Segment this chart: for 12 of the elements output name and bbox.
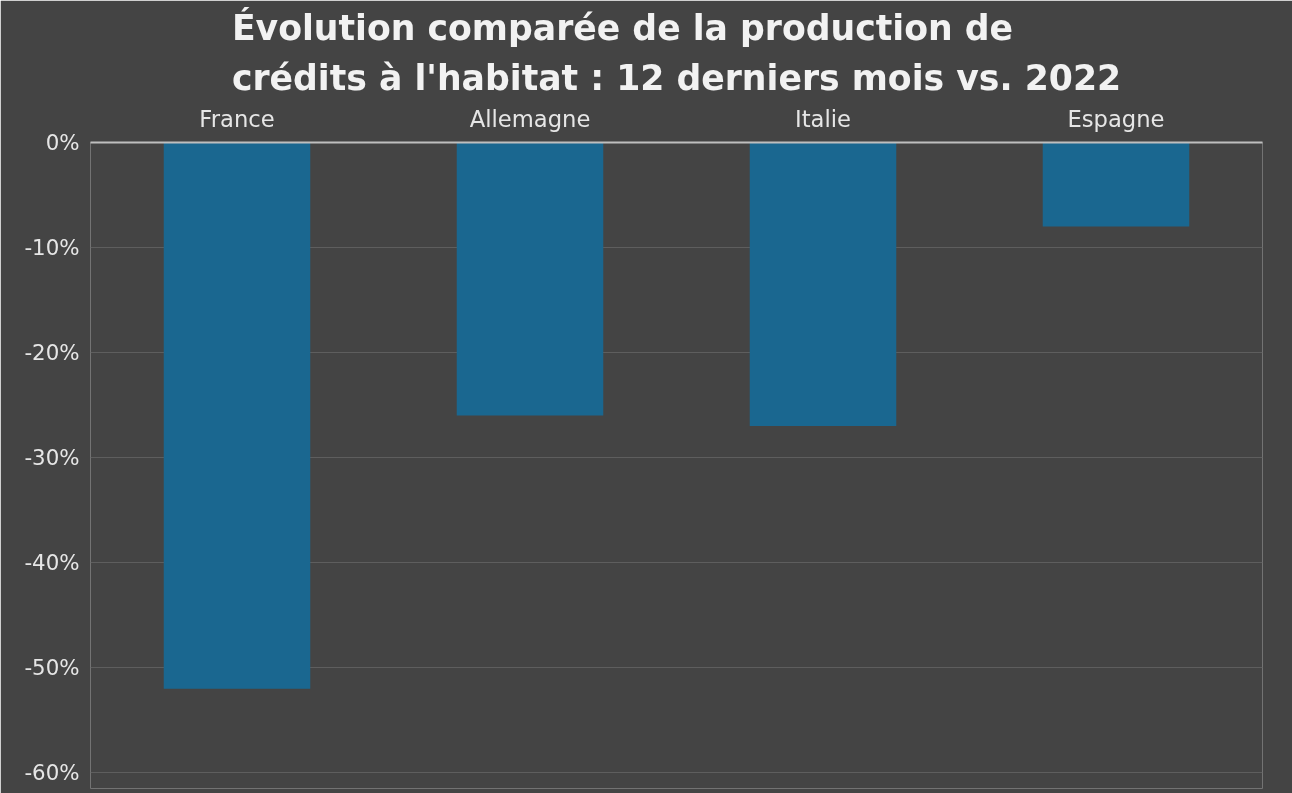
- y-tick-label: -20%: [24, 340, 80, 366]
- x-tick-label: Espagne: [1067, 105, 1165, 132]
- x-tick-label: France: [199, 105, 275, 132]
- y-tick-label: -50%: [24, 655, 80, 681]
- y-tick-label: 0%: [45, 130, 80, 155]
- y-tick-label: -10%: [24, 235, 80, 261]
- y-tick-label: -60%: [24, 760, 80, 786]
- x-tick-label: Allemagne: [469, 105, 591, 132]
- x-tick-label: Italie: [795, 105, 851, 132]
- y-tick-label: -30%: [24, 445, 80, 471]
- y-tick-label: -40%: [24, 550, 80, 576]
- chart-title: Évolution comparée de la production de crédits à l'habitat : 12 derniers mois vs. 2022: [231, 6, 1122, 98]
